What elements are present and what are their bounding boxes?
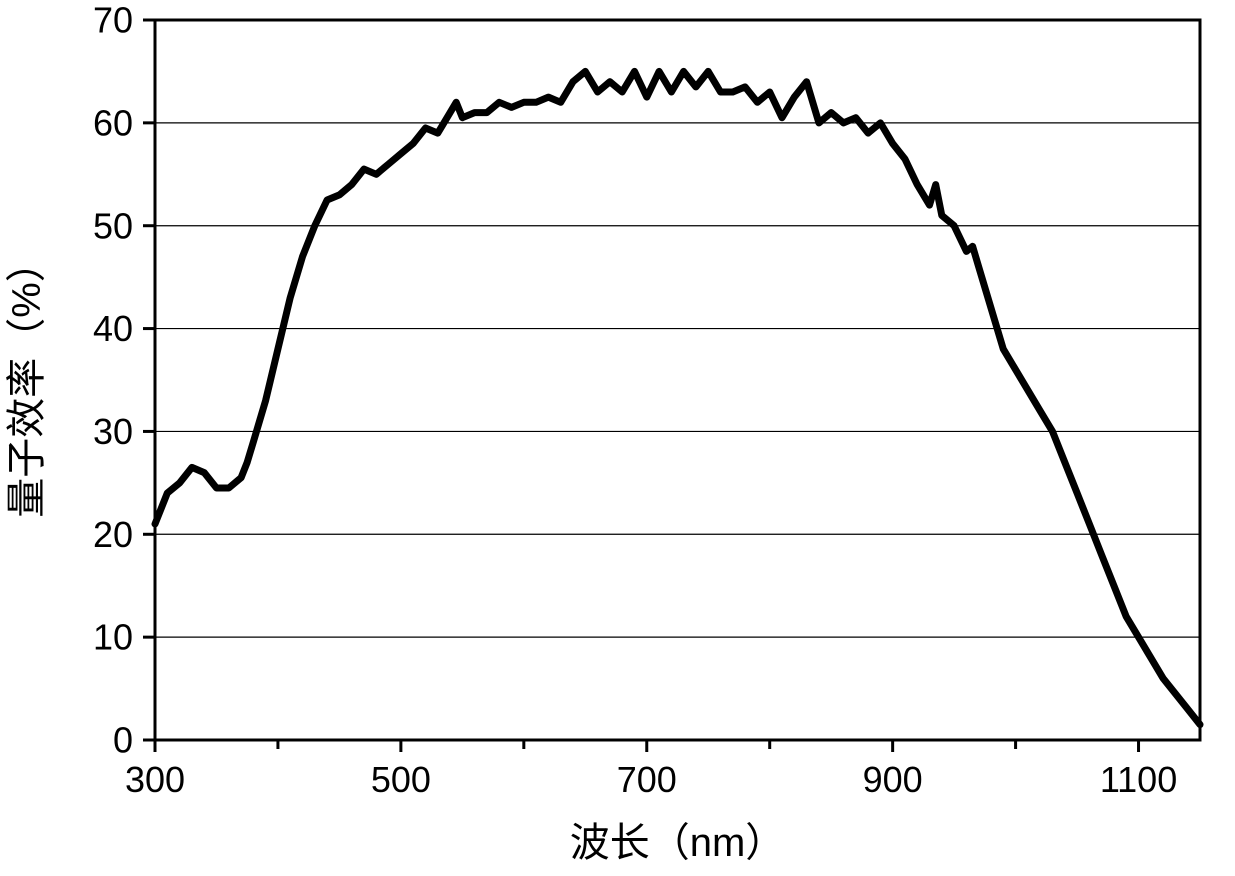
y-tick-label: 10 [93,617,133,658]
chart-background [0,0,1235,876]
x-tick-label: 700 [617,759,677,800]
y-tick-label: 70 [93,0,133,41]
chart-container: 300 500 700 900 1100 0 10 20 30 40 50 60 70 波长（nm） 量子效… [0,0,1235,876]
quantum-efficiency-chart: 300 500 700 900 1100 0 10 20 30 40 50 60 70 波长（nm） 量子效… [0,0,1235,876]
y-tick-label: 40 [93,308,133,349]
x-tick-label: 1100 [1100,759,1177,800]
x-tick-label: 900 [863,759,923,800]
y-tick-label: 30 [93,411,133,452]
x-tick-label: 500 [371,759,431,800]
y-tick-label: 20 [93,514,133,555]
y-tick-label: 60 [93,102,133,143]
y-axis-label: 量子效率（%） [5,242,49,518]
x-tick-label: 300 [125,759,185,800]
y-tick-label: 50 [93,205,133,246]
y-tick-label: 0 [113,720,133,761]
x-axis-label: 波长（nm） [570,821,786,865]
